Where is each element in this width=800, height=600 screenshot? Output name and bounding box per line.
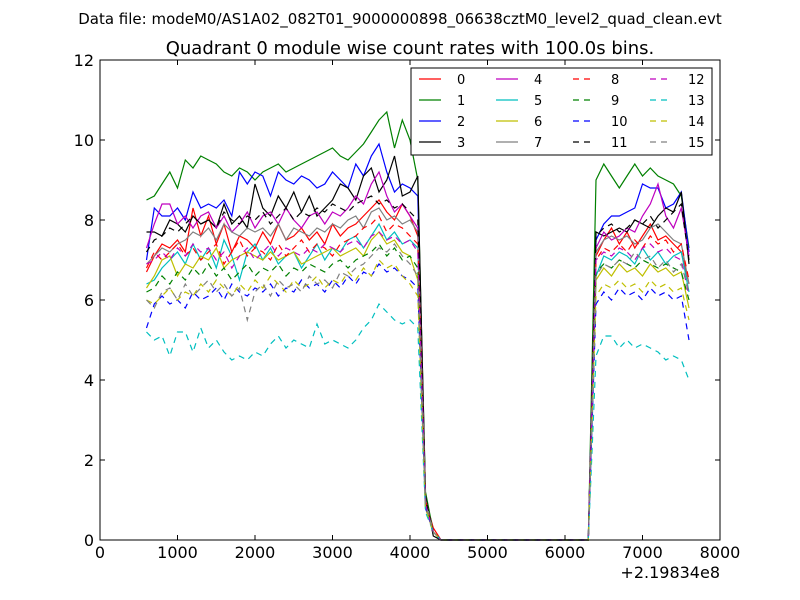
series-line-12: [146, 231, 690, 541]
legend-label-11: 11: [611, 136, 628, 151]
legend-label-12: 12: [688, 73, 705, 88]
x-tick-label: 5000: [467, 543, 508, 562]
x-tick-label: 6000: [545, 543, 586, 562]
x-tick-label: 0: [95, 543, 105, 562]
legend-label-9: 9: [611, 94, 619, 109]
series-line-9: [146, 243, 690, 541]
series-layer: [145, 110, 690, 541]
y-tick-label: 12: [74, 51, 94, 70]
y-tick-label: 0: [84, 531, 94, 550]
x-tick-label: 4000: [390, 543, 431, 562]
series-line-3: [146, 155, 690, 541]
series-line-8: [145, 214, 690, 541]
y-tick-label: 6: [84, 291, 94, 310]
series-line-14: [146, 258, 690, 541]
legend-label-2: 2: [457, 115, 465, 130]
x-offset-label: +2.19834e8: [620, 563, 720, 582]
legend-label-7: 7: [534, 136, 542, 151]
legend-label-10: 10: [611, 115, 628, 130]
y-tick-label: 10: [74, 131, 94, 150]
series-line-4: [145, 170, 690, 541]
legend-label-15: 15: [688, 136, 705, 151]
y-tick-label: 4: [84, 371, 94, 390]
x-tick-label: 8000: [700, 543, 741, 562]
x-tick-label: 1000: [157, 543, 198, 562]
legend-label-8: 8: [611, 73, 619, 88]
legend-label-14: 14: [688, 115, 705, 130]
legend-label-4: 4: [534, 73, 542, 88]
y-tick-label: 2: [84, 451, 94, 470]
x-tick-label: 7000: [622, 543, 663, 562]
legend-frame: [410, 67, 713, 156]
legend-label-3: 3: [457, 136, 465, 151]
legend-label-6: 6: [534, 115, 542, 130]
chart-title: Quadrant 0 module wise count rates with …: [166, 38, 655, 59]
x-tick-label: 2000: [235, 543, 276, 562]
figure-suptitle: Data file: modeM0/AS1A02_082T01_90000008…: [78, 10, 722, 29]
legend-label-0: 0: [457, 73, 465, 88]
series-line-10: [145, 263, 690, 541]
y-tick-label: 8: [84, 211, 94, 230]
legend-label-1: 1: [457, 94, 465, 109]
x-axis: 0 1000 2000 3000 4000 5000 6000 7000 8000: [95, 60, 740, 562]
series-line-13: [146, 302, 690, 541]
legend-label-13: 13: [688, 94, 705, 109]
legend-label-5: 5: [534, 94, 542, 109]
x-tick-label: 3000: [312, 543, 353, 562]
series-line-11: [145, 195, 690, 541]
